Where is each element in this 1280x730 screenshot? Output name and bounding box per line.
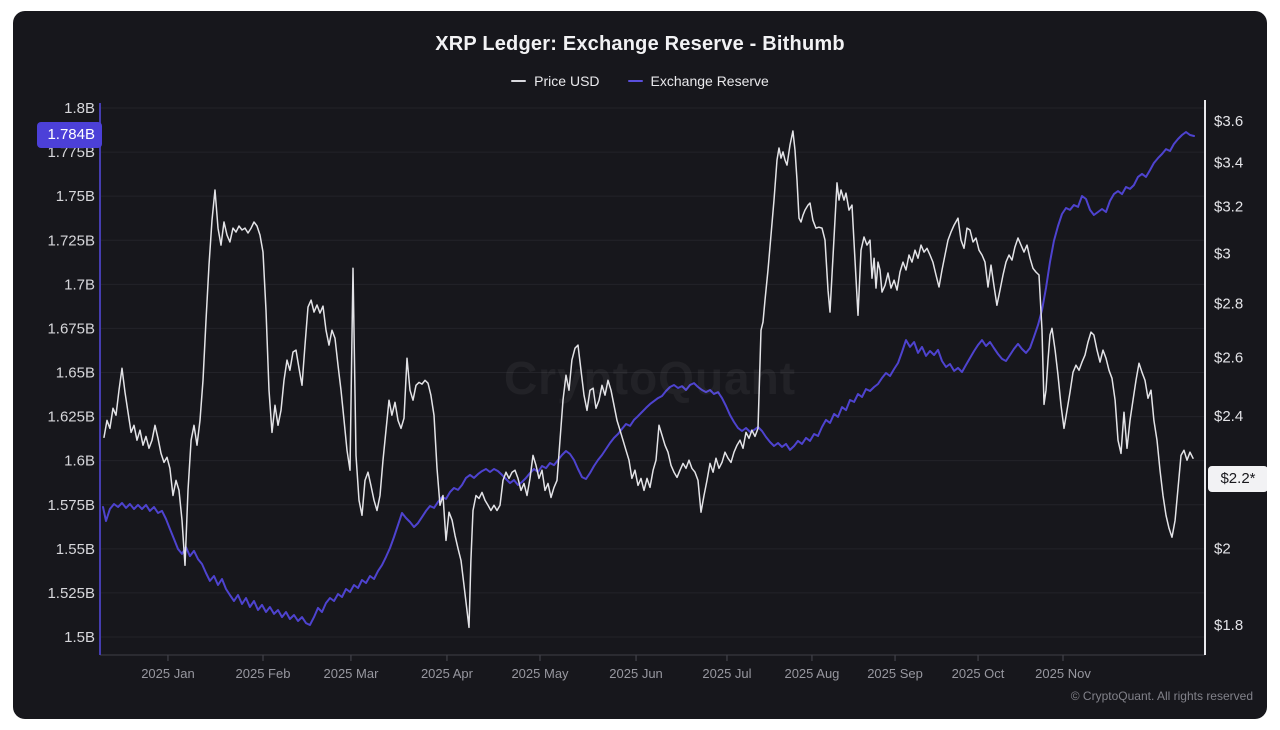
month-label: 2025 Jun [609, 666, 663, 681]
price-usd-line [103, 130, 1194, 629]
month-label: 2025 Jul [702, 666, 751, 681]
left-axis-label: 1.6B [64, 453, 95, 470]
left-axis-label: 1.625B [47, 409, 95, 426]
right-axis-label: $3.2 [1214, 199, 1243, 216]
reserve-badge: 1.784B [37, 121, 102, 148]
legend-label-exchange-reserve: Exchange Reserve [650, 73, 769, 89]
legend-label-price-usd: Price USD [534, 73, 600, 89]
price-usd-dash-icon [511, 80, 527, 82]
right-axis-label: $3.6 [1214, 113, 1243, 130]
month-label: 2025 Mar [323, 666, 379, 681]
right-axis-label: $3 [1214, 246, 1231, 263]
left-axis-label: 1.75B [56, 188, 95, 205]
left-axis-label: 1.525B [47, 585, 95, 602]
exchange-reserve-line [102, 131, 1195, 626]
left-axis-label: 1.7B [64, 276, 95, 293]
month-label: 2025 Oct [952, 666, 1005, 681]
month-label: 2025 Jan [141, 666, 195, 681]
legend-item-exchange-reserve[interactable]: Exchange Reserve [627, 73, 769, 89]
right-axis-label: $2 [1214, 540, 1231, 557]
left-axis-label: 1.725B [47, 232, 95, 249]
left-axis-label: 1.775B [47, 144, 95, 161]
month-label: 2025 Feb [236, 666, 291, 681]
legend-item-price-usd[interactable]: Price USD [511, 73, 600, 89]
month-label: 2025 Nov [1035, 666, 1091, 681]
left-axis-label: 1.55B [56, 541, 95, 558]
right-axis-label: $2.8 [1214, 296, 1243, 313]
legend: Price USD Exchange Reserve [13, 73, 1267, 89]
price-badge: $2.2* [1208, 466, 1267, 493]
right-axis-label: $2.4 [1214, 408, 1243, 425]
month-label: 2025 May [511, 666, 569, 681]
chart-panel: XRP Ledger: Exchange Reserve - Bithumb P… [13, 11, 1267, 719]
exchange-reserve-dash-icon [627, 80, 643, 82]
right-axis-label: $1.8 [1214, 617, 1243, 634]
left-axis-label: 1.575B [47, 497, 95, 514]
left-axis-label: 1.675B [47, 320, 95, 337]
left-axis-label: 1.5B [64, 629, 95, 646]
copyright: © CryptoQuant. All rights reserved [1070, 689, 1253, 703]
month-label: 2025 Aug [784, 666, 839, 681]
month-label: 2025 Apr [421, 666, 474, 681]
right-axis-label: $2.6 [1214, 350, 1243, 367]
left-axis-label: 1.65B [56, 365, 95, 382]
month-label: 2025 Sep [867, 666, 923, 681]
chart-title: XRP Ledger: Exchange Reserve - Bithumb [435, 33, 845, 55]
chart-canvas[interactable]: 1.8B 1.775B 1.75B 1.725B 1.7B 1.675B 1.65B 1.62… [13, 11, 1267, 719]
left-axis-label: 1.8B [64, 100, 95, 117]
right-axis-label: $3.4 [1214, 155, 1243, 172]
plot-area[interactable] [100, 103, 1205, 655]
